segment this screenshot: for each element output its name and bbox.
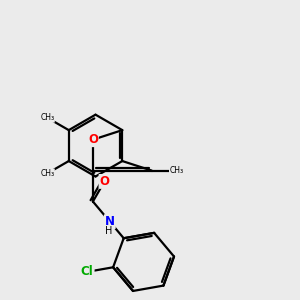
Text: O: O	[88, 133, 98, 146]
Text: N: N	[105, 215, 115, 228]
Text: Cl: Cl	[81, 265, 94, 278]
Text: CH₃: CH₃	[169, 166, 184, 175]
Text: H: H	[105, 226, 112, 236]
Text: CH₃: CH₃	[40, 113, 54, 122]
Text: O: O	[100, 175, 110, 188]
Text: CH₃: CH₃	[40, 169, 54, 178]
